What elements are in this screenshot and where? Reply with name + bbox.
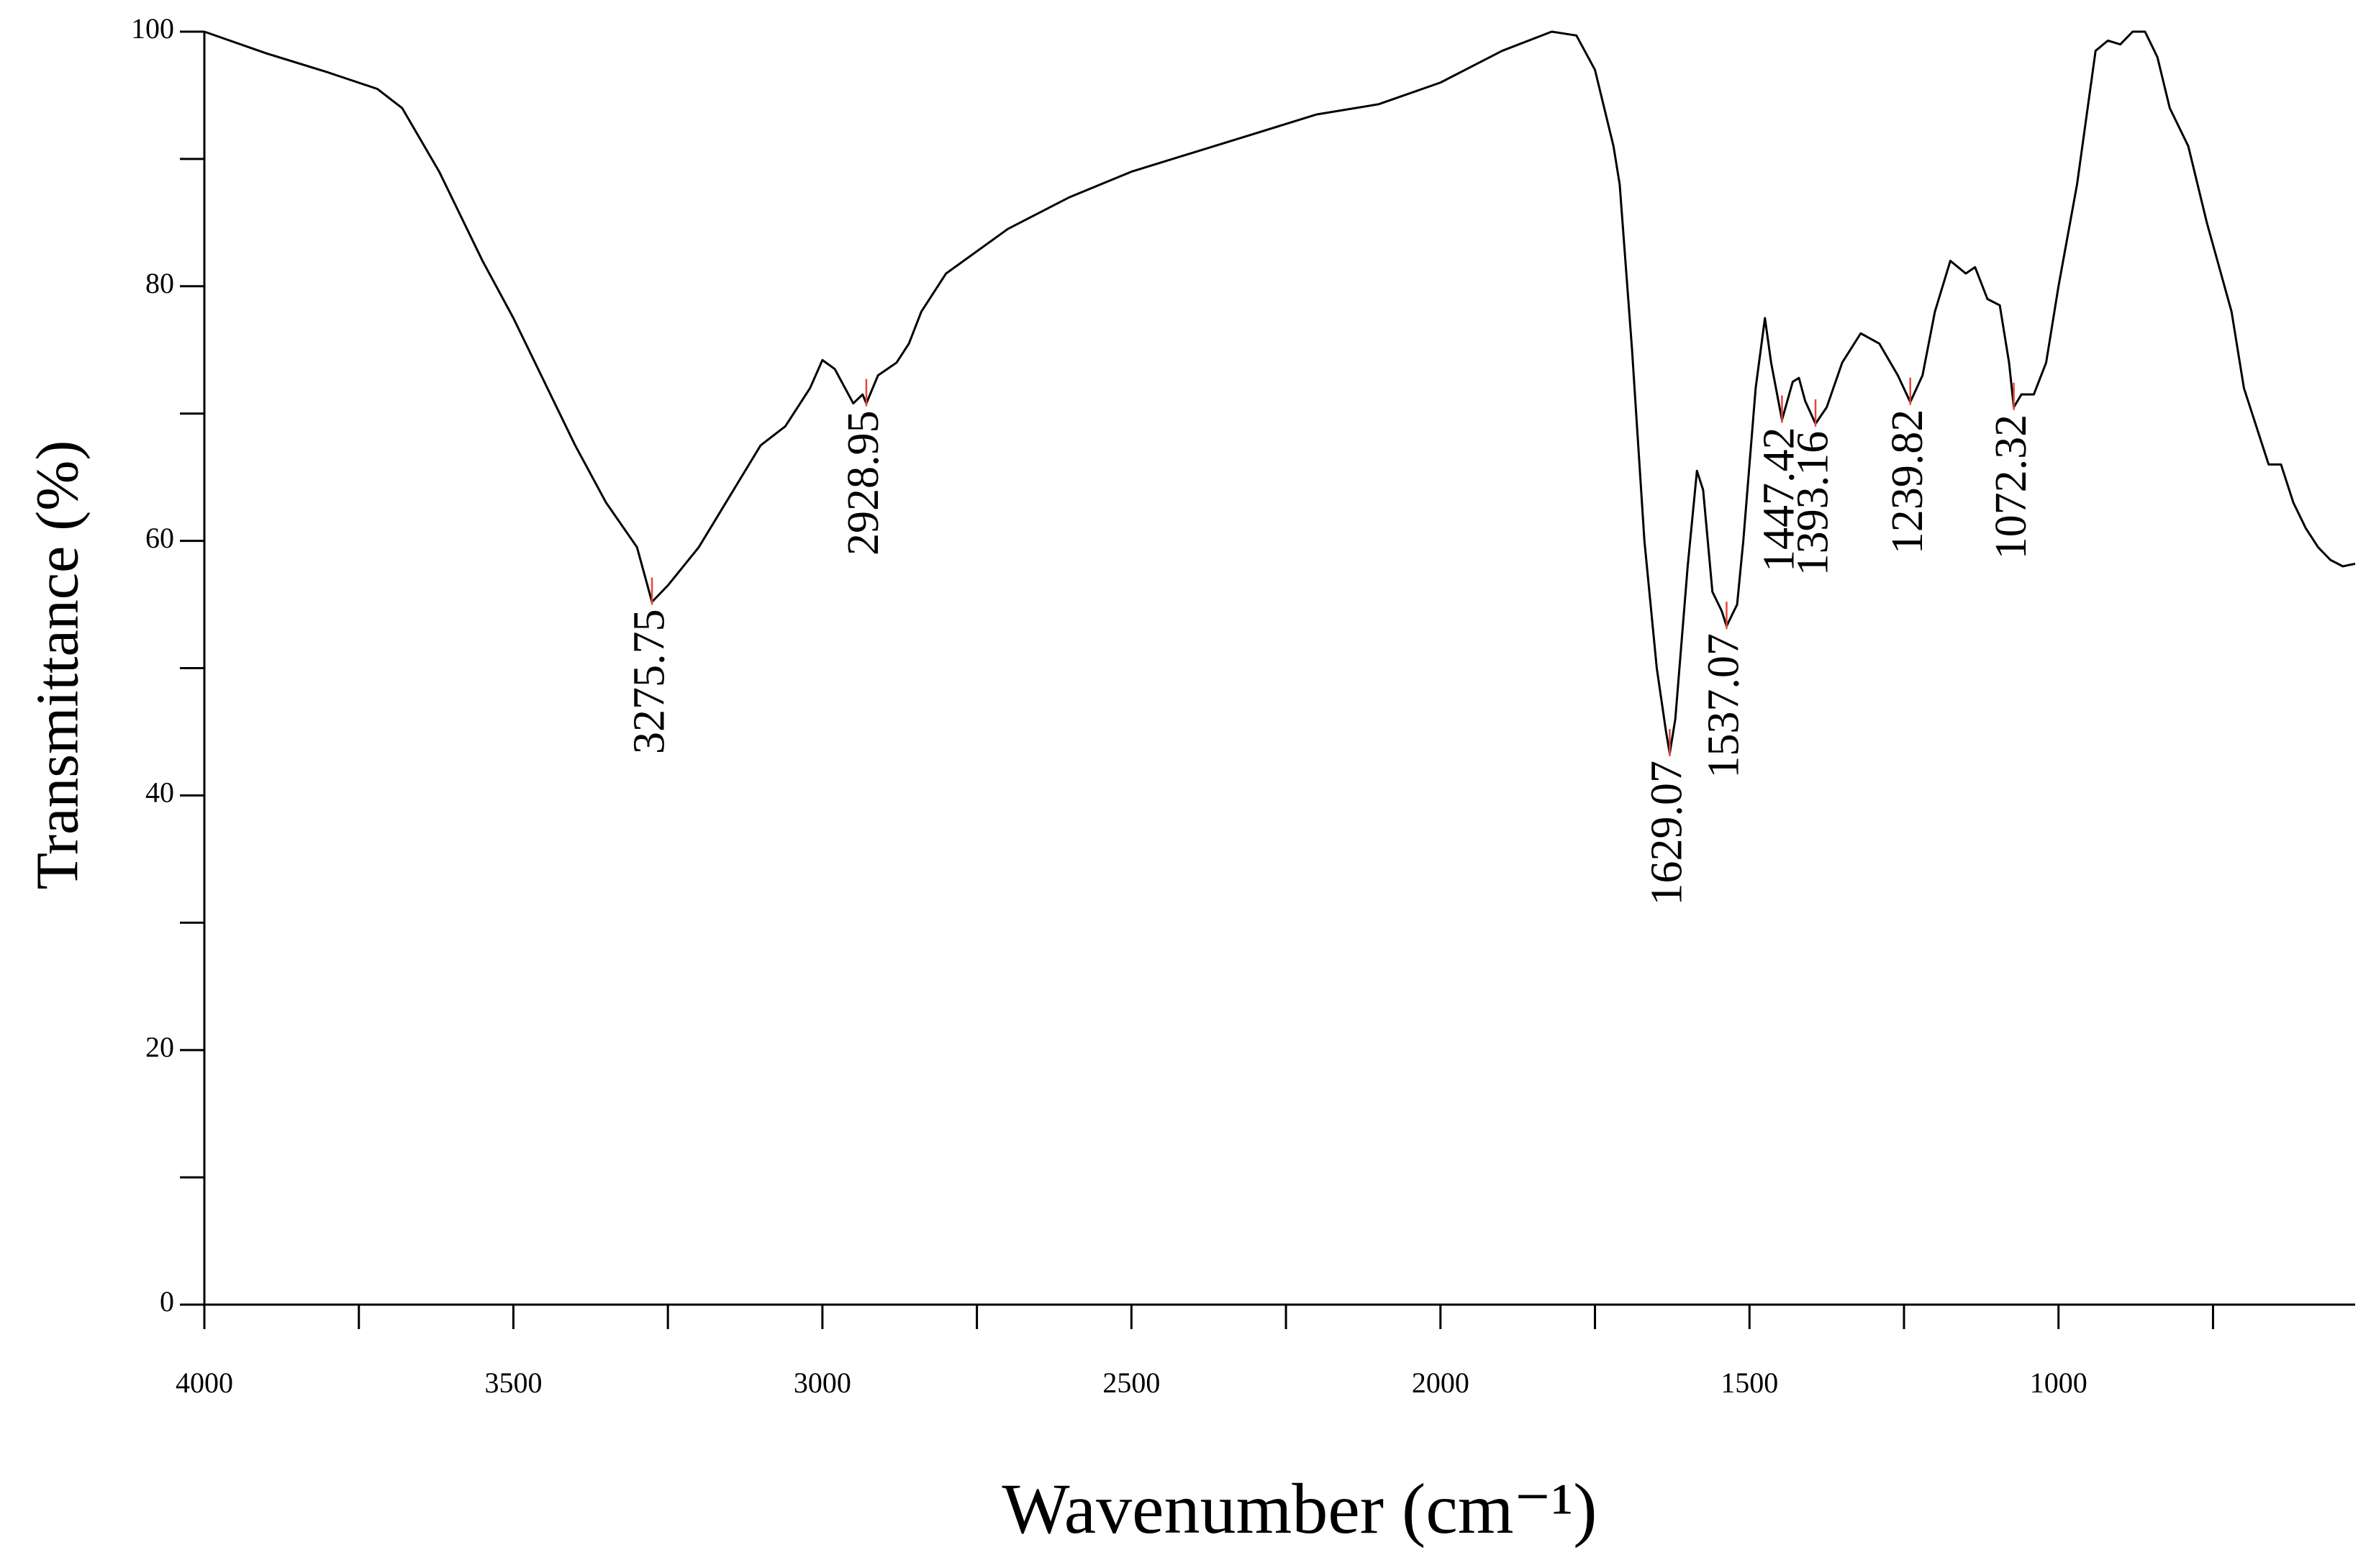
x-tick-label: 4000 bbox=[176, 1367, 233, 1399]
peak-label: 1629.07 bbox=[1643, 761, 1692, 906]
y-tick-label: 80 bbox=[145, 267, 174, 299]
peak-label: 1072.32 bbox=[1987, 414, 2036, 560]
y-tick-label: 100 bbox=[131, 12, 174, 45]
spectrum-line bbox=[204, 30, 2356, 755]
peak-label: 1537.07 bbox=[1700, 633, 1749, 779]
x-axis-title: Wavenumber (cm⁻¹) bbox=[1002, 1469, 1597, 1549]
x-tick-label: 2000 bbox=[1412, 1367, 1469, 1399]
peak-label: 1239.82 bbox=[1883, 409, 1932, 555]
x-tick-label: 3000 bbox=[794, 1367, 851, 1399]
peak-label: 2928.95 bbox=[839, 411, 888, 556]
x-tick-label: 2500 bbox=[1102, 1367, 1160, 1399]
x-tick-label: 3500 bbox=[484, 1367, 542, 1399]
x-tick-label: 1000 bbox=[2030, 1367, 2087, 1399]
peak-label: 1447.42 bbox=[1755, 427, 1804, 573]
y-tick-label: 60 bbox=[145, 522, 174, 554]
peak-label: 3275.75 bbox=[625, 609, 674, 754]
x-tick-label: 1500 bbox=[1721, 1367, 1778, 1399]
peak-label: 1393.16 bbox=[1788, 431, 1837, 576]
y-tick-label: 40 bbox=[145, 776, 174, 809]
y-tick-label: 0 bbox=[160, 1285, 174, 1318]
y-tick-label: 20 bbox=[145, 1030, 174, 1063]
y-axis-title: Transmittance (%) bbox=[24, 440, 91, 889]
